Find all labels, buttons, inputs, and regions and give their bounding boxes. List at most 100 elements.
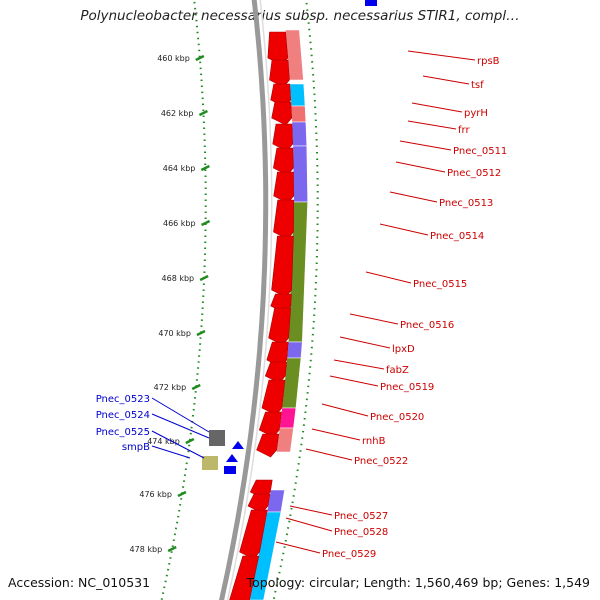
scale-tick-label: 472 kbp	[154, 383, 187, 392]
cog-band-segment	[266, 489, 285, 513]
right-gene-label: pyrH	[464, 108, 488, 119]
scale-tick-label: 464 kbp	[163, 164, 196, 173]
right-gene-label: Pnec_0527	[334, 511, 388, 522]
scale-tick-label: 466 kbp	[163, 219, 196, 228]
scale-tick	[201, 219, 211, 227]
right-label-leader	[365, 271, 412, 284]
cog-band-segment	[275, 427, 294, 453]
right-gene-label: tsf	[471, 80, 484, 91]
right-gene-label: Pnec_0513	[439, 198, 493, 209]
cog-box-gray	[209, 430, 225, 446]
right-label-leader	[395, 161, 446, 173]
gene-arrow	[273, 147, 294, 176]
right-gene-label: fabZ	[386, 365, 409, 376]
right-label-leader	[407, 50, 476, 61]
gene-arrow-blue-top	[365, 0, 377, 6]
cog-band-segment	[292, 145, 309, 203]
right-label-leader	[339, 336, 391, 349]
scale-tick-label: 476 kbp	[139, 490, 172, 499]
right-gene-label: rnhB	[362, 436, 386, 447]
right-gene-label: Pnec_0511	[453, 146, 507, 157]
scale-tick-label: 460 kbp	[157, 54, 190, 63]
right-label-leader	[379, 223, 429, 236]
scale-tick	[191, 383, 201, 391]
scale-tick	[177, 490, 187, 498]
right-gene-label: Pnec_0515	[413, 279, 467, 290]
right-gene-label: lpxD	[392, 344, 415, 355]
left-label-leader	[151, 445, 191, 459]
right-label-leader	[349, 313, 399, 325]
right-gene-label: Pnec_0520	[370, 412, 424, 423]
right-label-leader	[311, 428, 361, 441]
left-gene-label: smpB	[122, 442, 150, 453]
scale-tick-label: 470 kbp	[158, 329, 191, 338]
cog-band-segment	[290, 105, 307, 123]
right-label-leader	[407, 120, 457, 130]
gene-arrow	[268, 307, 291, 346]
gene-arrow-blue	[224, 466, 236, 474]
scale-tick	[195, 54, 205, 62]
scale-tick	[185, 437, 195, 445]
cog-band-segment	[286, 341, 303, 359]
gene-arrow-blue	[226, 454, 238, 462]
scale-tick	[200, 164, 210, 172]
scale-tick	[199, 274, 209, 282]
right-gene-label: Pnec_0516	[400, 320, 454, 331]
left-label-leader	[151, 430, 205, 459]
right-label-leader	[333, 359, 385, 370]
scale-tick-label: 468 kbp	[162, 274, 195, 283]
cog-box-khaki	[202, 456, 218, 470]
left-label-leader	[151, 397, 210, 433]
accession-text: Accession: NC_010531	[8, 575, 151, 590]
gene-arrow	[264, 361, 287, 384]
left-gene-label: Pnec_0525	[96, 427, 150, 438]
right-gene-label: rpsB	[477, 56, 500, 67]
right-gene-label: Pnec_0522	[354, 456, 408, 467]
right-gene-label: Pnec_0519	[380, 382, 434, 393]
tick-layer: 460 kbp 462 kbp 464 kbp 466 kbp 468 kbp 470 k…	[130, 54, 211, 554]
cog-band-segment	[279, 407, 297, 429]
right-label-leader	[422, 75, 470, 85]
tick-dotted-track	[160, 0, 207, 600]
right-label-leader	[321, 403, 369, 417]
gene-arrow-blue	[232, 441, 244, 449]
gene-arrow	[273, 199, 295, 240]
right-label-leader	[305, 448, 353, 461]
right-gene-label: Pnec_0529	[322, 549, 376, 560]
backbone-highlight	[226, 0, 273, 600]
gene-arrow	[247, 493, 271, 514]
left-label-leader	[151, 413, 210, 439]
left-gene-label: Pnec_0524	[96, 410, 150, 421]
cog-band-segment	[291, 121, 308, 147]
cog-band-segment	[289, 83, 306, 107]
scale-tick-label: 478 kbp	[130, 545, 163, 554]
right-gene-label: Pnec_0528	[334, 527, 388, 538]
right-label-leader	[389, 191, 438, 203]
right-label-leader	[329, 375, 379, 387]
gene-arrow	[258, 411, 282, 438]
gene-arrow	[229, 555, 260, 600]
scale-tick	[196, 329, 206, 337]
right-gene-label: Pnec_0514	[430, 231, 484, 242]
gene-arrow	[239, 509, 268, 560]
scale-tick	[198, 109, 209, 117]
gene-arrow	[272, 123, 294, 152]
gene-arrow	[271, 235, 294, 298]
backbone-outer	[219, 0, 269, 600]
right-gene-label: Pnec_0512	[447, 168, 501, 179]
right-label-leader	[289, 505, 333, 516]
gene-arrow	[273, 171, 295, 204]
scale-tick-label: 462 kbp	[161, 109, 194, 118]
right-label-leader	[399, 140, 452, 151]
gene-arrow	[269, 59, 290, 88]
right-label-leader	[411, 102, 463, 113]
left-gene-label: Pnec_0523	[96, 394, 150, 405]
gene-layer	[224, 0, 377, 600]
right-gene-label: frr	[458, 125, 470, 136]
map-title: Polynucleobacter necessarius subsp. nece…	[80, 8, 520, 24]
backbone-layer	[160, 0, 319, 600]
genome-summary-text: Topology: circular; Length: 1,560,469 bp…	[246, 575, 590, 590]
label-layer: rpsB tsf pyrH frr Pnec_0511 Pnec_0512 Pnec_051…	[96, 50, 507, 560]
gene-arrow	[261, 379, 286, 416]
